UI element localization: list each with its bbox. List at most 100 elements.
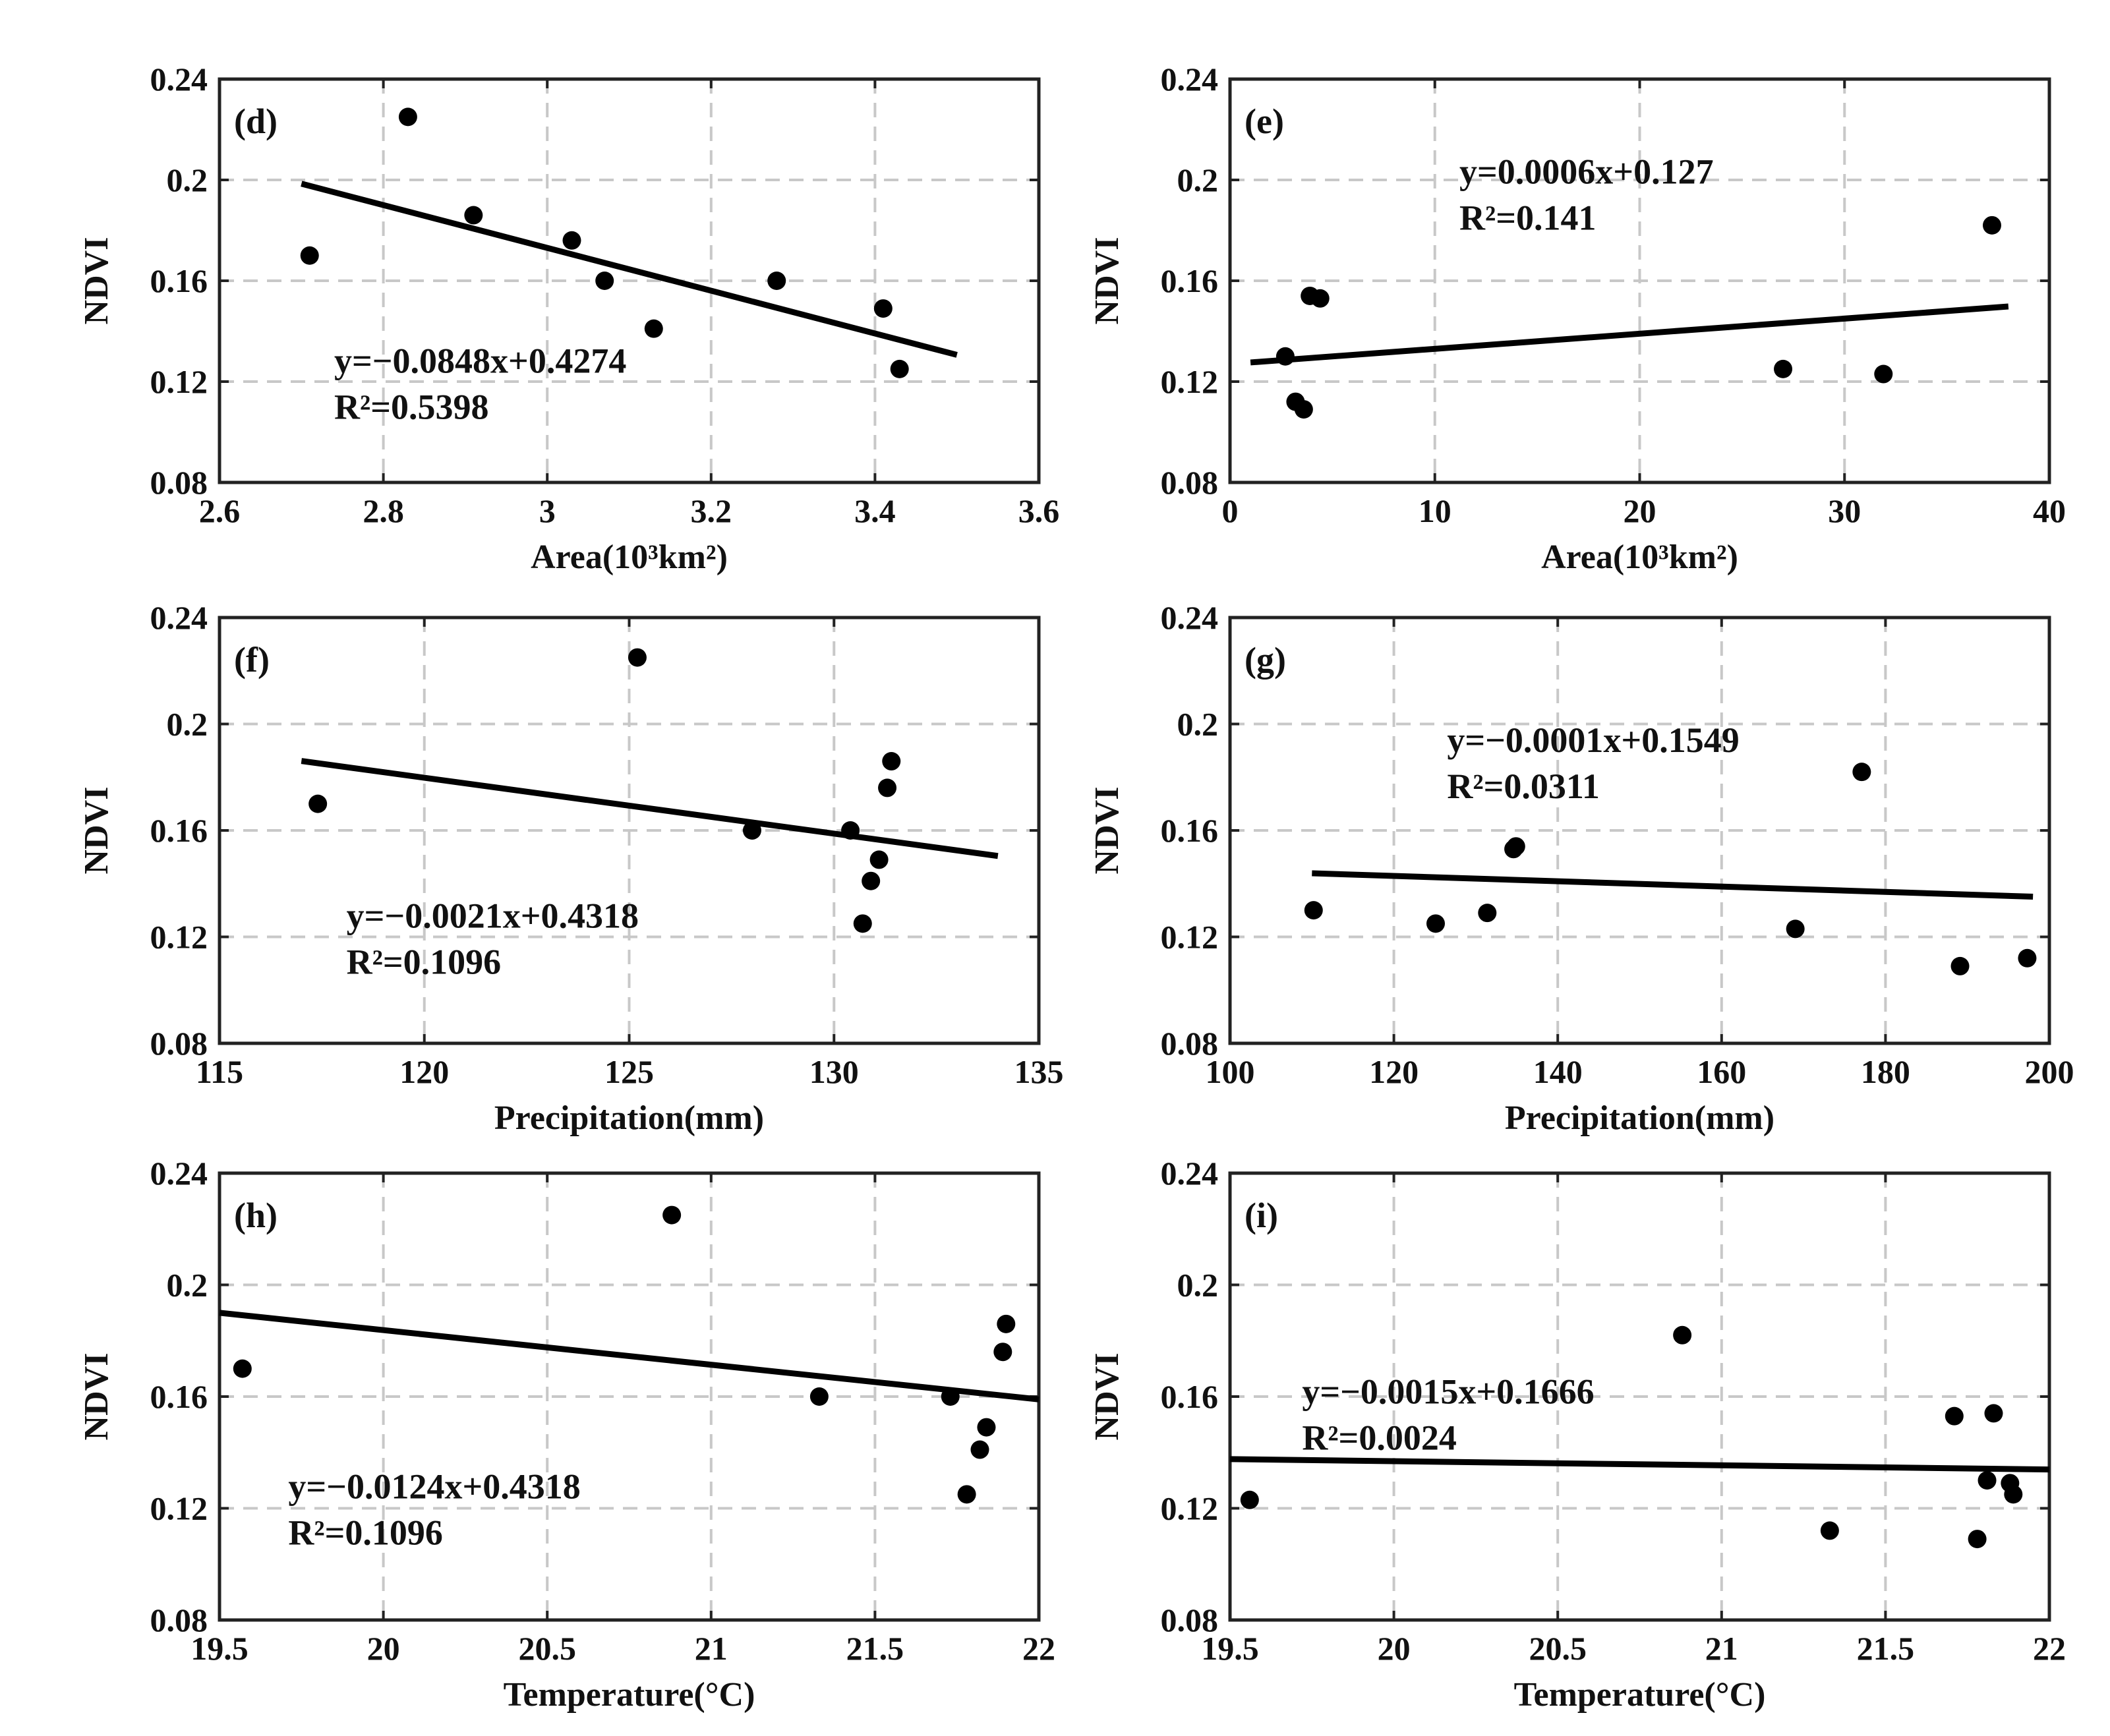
x-tick-label: 3 (539, 492, 556, 529)
panel-label: (f) (234, 640, 270, 680)
data-point (767, 272, 786, 290)
data-point (1426, 914, 1445, 933)
regression-equation: y=−0.0001x+0.1549 (1447, 720, 1739, 760)
regression-equation: y=−0.0015x+0.1666 (1302, 1372, 1594, 1412)
y-tick-label: 0.16 (1161, 262, 1219, 299)
data-point (1294, 400, 1313, 419)
x-tick-label: 21.5 (846, 1630, 904, 1667)
y-tick-label: 0.08 (1161, 464, 1219, 501)
regression-equation: y=0.0006x+0.127 (1459, 152, 1714, 192)
x-tick-label: 21 (695, 1630, 728, 1667)
y-tick-label: 0.24 (150, 1155, 208, 1192)
data-point (1275, 347, 1295, 366)
panel-label: (i) (1245, 1196, 1278, 1235)
regression-equation: y=−0.0021x+0.4318 (347, 896, 639, 935)
x-tick-label: 22 (1022, 1630, 1055, 1667)
x-axis-label: Precipitation(mm) (494, 1099, 764, 1137)
x-axis-label: Temperature(°C) (1514, 1676, 1766, 1714)
panel-label: (e) (1245, 101, 1284, 141)
data-point (1820, 1521, 1839, 1540)
r-squared-label: R²=0.1096 (347, 942, 501, 981)
x-axis-label: Precipitation(mm) (1505, 1099, 1774, 1137)
y-axis-label: NDVI (1088, 787, 1126, 875)
x-tick-label: 140 (1533, 1053, 1583, 1090)
panel-label: (g) (1245, 640, 1286, 680)
data-point (2018, 948, 2037, 968)
y-tick-label: 0.24 (150, 599, 208, 636)
regression-equation: y=−0.0124x+0.4318 (288, 1467, 580, 1507)
x-tick-label: 3.6 (1018, 492, 1060, 529)
x-tick-label: 115 (196, 1053, 243, 1090)
y-tick-label: 0.12 (150, 919, 208, 956)
x-tick-label: 125 (604, 1053, 654, 1090)
data-point (941, 1387, 960, 1406)
regression-line (1312, 870, 2034, 900)
data-point (233, 1359, 252, 1378)
x-tick-label: 21.5 (1857, 1630, 1915, 1667)
panel-label: (d) (234, 101, 278, 141)
regression-equation: y=−0.0848x+0.4274 (334, 341, 626, 381)
data-point (398, 107, 417, 127)
data-point (862, 871, 881, 890)
data-point (628, 648, 647, 667)
x-tick-label: 30 (1828, 492, 1861, 529)
x-tick-label: 200 (2025, 1053, 2074, 1090)
data-point (882, 752, 901, 771)
data-point (1774, 359, 1793, 378)
x-tick-label: 3.2 (691, 492, 732, 529)
y-tick-label: 0.2 (1177, 161, 1219, 198)
x-tick-label: 2.6 (199, 492, 241, 529)
data-point (873, 299, 893, 318)
y-tick-label: 0.12 (1161, 363, 1219, 400)
x-tick-label: 130 (809, 1053, 859, 1090)
x-tick-label: 135 (1014, 1053, 1064, 1090)
x-tick-label: 100 (1206, 1053, 1255, 1090)
x-tick-label: 40 (2033, 492, 2066, 529)
data-point (1310, 289, 1330, 308)
r-squared-label: R²=0.5398 (334, 388, 488, 427)
y-tick-label: 0.16 (150, 1378, 208, 1415)
panel-label: (h) (234, 1196, 278, 1235)
y-tick-label: 0.24 (1161, 1155, 1219, 1192)
data-point (742, 821, 761, 840)
y-tick-label: 0.12 (150, 1490, 208, 1527)
data-point (1968, 1530, 1987, 1549)
data-point (878, 778, 897, 797)
y-tick-label: 0.24 (1161, 61, 1219, 98)
panel-e: 0 10 20 30 40 0.08 0.12 0.16 0.2 0.24 Area(10³km²)… (1088, 61, 2066, 576)
data-point (300, 246, 319, 265)
x-tick-label: 19.5 (1201, 1630, 1259, 1667)
data-point (1982, 216, 2001, 235)
data-point (595, 272, 614, 290)
data-point (1945, 1406, 1964, 1426)
data-point (308, 794, 328, 813)
y-axis-label: NDVI (78, 1353, 115, 1441)
data-point (1786, 919, 1805, 939)
data-point (1978, 1471, 1997, 1490)
data-point (957, 1485, 976, 1504)
regression-line (219, 1310, 1040, 1403)
data-point (1506, 837, 1525, 856)
y-tick-label: 0.2 (167, 161, 208, 198)
y-tick-label: 0.2 (167, 1267, 208, 1304)
x-tick-label: 160 (1697, 1053, 1746, 1090)
y-tick-label: 0.16 (150, 262, 208, 299)
data-point (853, 914, 872, 933)
data-point (869, 850, 889, 869)
y-tick-label: 0.08 (150, 1025, 208, 1062)
data-point (644, 319, 663, 338)
panel-h: 19.5 20 20.5 21 21.5 22 0.08 0.12 0.16 0.2 0.24 Tem… (78, 1155, 1055, 1714)
y-axis-label: NDVI (1088, 237, 1126, 325)
data-point (1478, 904, 1497, 923)
y-tick-label: 0.16 (1161, 1378, 1219, 1415)
y-axis-label: NDVI (78, 787, 115, 875)
x-tick-label: 3.4 (854, 492, 896, 529)
x-tick-label: 20 (367, 1630, 400, 1667)
y-tick-label: 0.08 (150, 464, 208, 501)
y-tick-label: 0.24 (1161, 599, 1219, 636)
data-point (464, 206, 483, 225)
data-point (1950, 956, 1970, 975)
x-tick-label: 19.5 (190, 1630, 249, 1667)
